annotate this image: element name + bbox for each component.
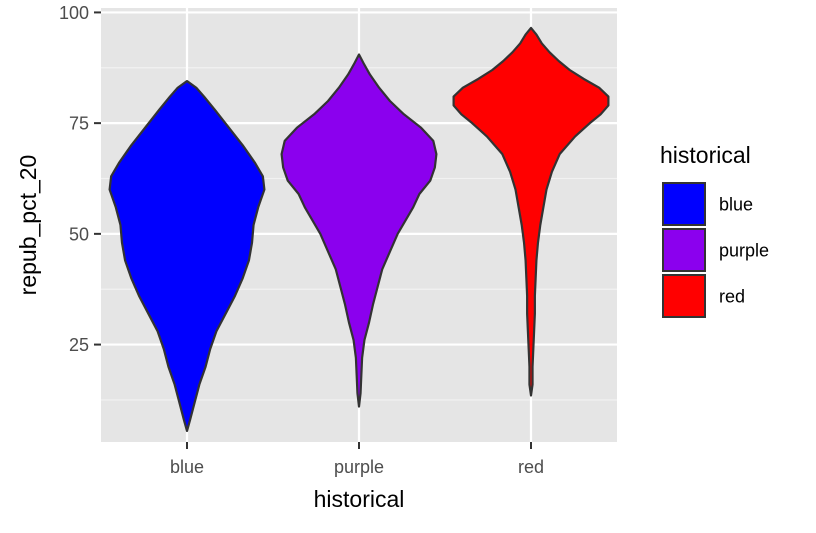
- violin-red: [452, 26, 610, 397]
- legend-items: blue purple red: [662, 182, 769, 318]
- legend-swatch-blue: [662, 182, 706, 226]
- x-tick-label: red: [518, 457, 544, 477]
- x-tick-label: purple: [334, 457, 384, 477]
- legend-title: historical: [660, 142, 751, 168]
- violin-purple: [280, 53, 438, 408]
- y-axis-title: repub_pct_20: [15, 155, 41, 296]
- legend-label-purple: purple: [719, 241, 769, 261]
- y-tick-label: 50: [69, 224, 89, 244]
- legend-label-blue: blue: [719, 195, 753, 215]
- x-tick-label: blue: [170, 457, 204, 477]
- y-tick-label: 100: [59, 3, 89, 23]
- x-axis-title: historical: [314, 486, 405, 512]
- legend-swatch-purple: [662, 228, 706, 272]
- axis-layer: 25 50 75 100 blue purple red: [59, 3, 544, 477]
- legend-label-red: red: [719, 287, 745, 307]
- legend: historical blue purple red: [660, 142, 769, 318]
- legend-swatch-red: [662, 274, 706, 318]
- y-tick-label: 25: [69, 335, 89, 355]
- violin-layer: [108, 26, 610, 433]
- violin-blue: [108, 79, 266, 433]
- y-tick-label: 75: [69, 114, 89, 134]
